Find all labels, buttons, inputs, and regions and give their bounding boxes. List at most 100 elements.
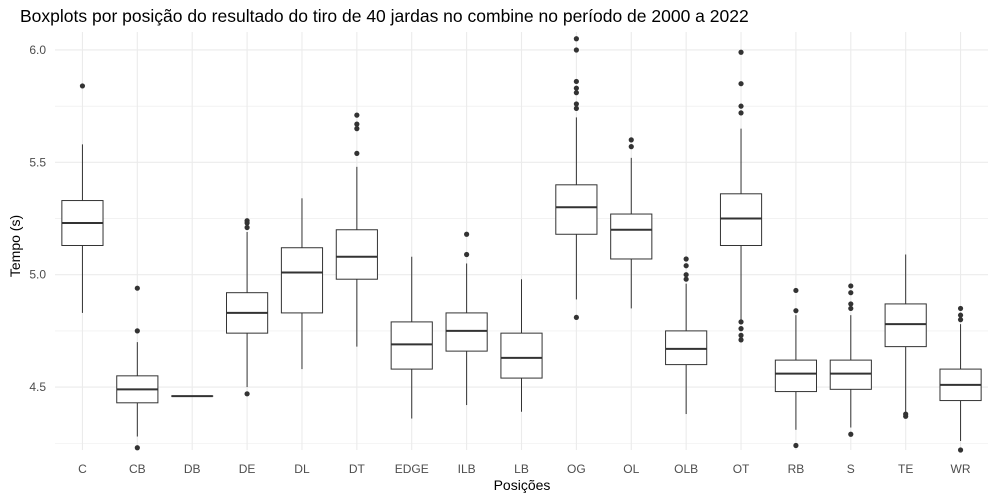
box-iqr [774, 359, 817, 393]
box-rb [774, 287, 817, 449]
outlier-point [354, 126, 360, 132]
outlier-point [738, 49, 744, 55]
box-iqr [500, 332, 543, 379]
box-lb [500, 279, 543, 412]
outlier-point [957, 305, 964, 312]
outlier-point [848, 305, 854, 312]
outlier-point [134, 328, 140, 334]
outlier-point [573, 105, 579, 112]
outlier-point [244, 218, 250, 224]
x-tick-label: C [78, 462, 87, 476]
box-iqr [390, 321, 433, 370]
y-tick-label: 4.5 [29, 380, 46, 394]
y-tick-label: 6.0 [29, 43, 46, 57]
outlier-point [738, 103, 744, 109]
x-axis-title: Posições [494, 477, 551, 493]
x-tick-label: S [847, 462, 855, 476]
x-tick-label: OLB [674, 462, 698, 476]
box-iqr [280, 247, 324, 314]
outlier-point [738, 319, 744, 325]
box-ilb [445, 231, 488, 406]
box-edge [390, 256, 433, 419]
box-iqr [610, 213, 653, 260]
y-tick-label: 5.5 [29, 155, 46, 169]
outlier-point [79, 83, 86, 89]
x-tick-labels: C CB DB DE DL DT EDGE ILB LB OG OL OLB OT RB S TE WR [78, 462, 971, 476]
outlier-point [573, 314, 579, 321]
outlier-point [573, 78, 579, 85]
x-tick-label: TE [898, 462, 913, 476]
box-iqr [445, 312, 488, 352]
box-c [61, 83, 104, 313]
outlier-point [957, 312, 964, 318]
box-ot [719, 49, 763, 343]
y-tick-label: 5.0 [29, 268, 46, 282]
outlier-point [683, 263, 689, 269]
x-tick-label: DB [184, 462, 201, 476]
outlier-point [573, 101, 579, 107]
x-tick-label: DE [239, 462, 256, 476]
x-tick-label: OL [623, 462, 639, 476]
outlier-point [573, 85, 579, 91]
outlier-point [848, 301, 854, 307]
x-tick-label: WR [951, 462, 971, 476]
box-og [555, 36, 598, 321]
box-cb [116, 285, 159, 451]
x-tick-label: EDGE [395, 462, 429, 476]
x-tick-label: CB [129, 462, 146, 476]
outlier-point [134, 445, 140, 451]
y-tick-labels: 4.5 5.0 5.5 6.0 [29, 43, 46, 394]
box-wr [939, 305, 982, 453]
box-iqr [719, 193, 763, 246]
outlier-point [683, 272, 689, 278]
box-te [884, 254, 927, 419]
outlier-point [354, 150, 360, 156]
box-iqr [555, 184, 598, 235]
x-tick-label: RB [788, 462, 805, 476]
x-tick-label: OG [567, 462, 586, 476]
chart-title: Boxplots por posição do resultado do tir… [20, 6, 749, 26]
outlier-point [573, 90, 579, 96]
box-ol [610, 137, 653, 309]
outlier-point [573, 47, 579, 53]
outlier-point [244, 224, 250, 231]
outlier-point [683, 256, 689, 262]
box-dt [335, 112, 378, 347]
outlier-point [793, 442, 799, 449]
outlier-point [848, 431, 854, 437]
y-axis-title: Tempo (s) [7, 215, 23, 277]
x-tick-label: LB [514, 462, 529, 476]
outlier-point [134, 285, 140, 291]
x-tick-label: DL [294, 462, 310, 476]
x-tick-label: DT [349, 462, 366, 476]
box-layer [61, 36, 982, 453]
outlier-point [738, 110, 744, 116]
outlier-point [464, 231, 470, 237]
outlier-point [354, 112, 360, 118]
outlier-point [793, 308, 799, 314]
box-iqr [665, 330, 708, 366]
box-s [829, 283, 872, 437]
box-iqr [335, 229, 378, 280]
outlier-point [628, 137, 634, 143]
box-iqr [829, 359, 872, 390]
outlier-point [683, 276, 689, 282]
outlier-point [738, 337, 744, 343]
box-dl [280, 198, 324, 370]
outlier-point [464, 251, 470, 258]
outlier-point [957, 317, 964, 323]
outlier-point [738, 332, 744, 338]
outlier-point [738, 326, 744, 332]
outlier-point [848, 283, 854, 289]
outlier-point [957, 447, 964, 453]
outlier-point [244, 391, 250, 397]
outlier-point [628, 144, 634, 150]
x-tick-label: ILB [458, 462, 476, 476]
outlier-point [903, 411, 909, 417]
box-de [226, 218, 269, 397]
outlier-point [738, 81, 744, 87]
box-iqr [884, 303, 927, 348]
outlier-point [354, 121, 360, 127]
outlier-point [848, 290, 854, 296]
box-olb [665, 256, 708, 415]
